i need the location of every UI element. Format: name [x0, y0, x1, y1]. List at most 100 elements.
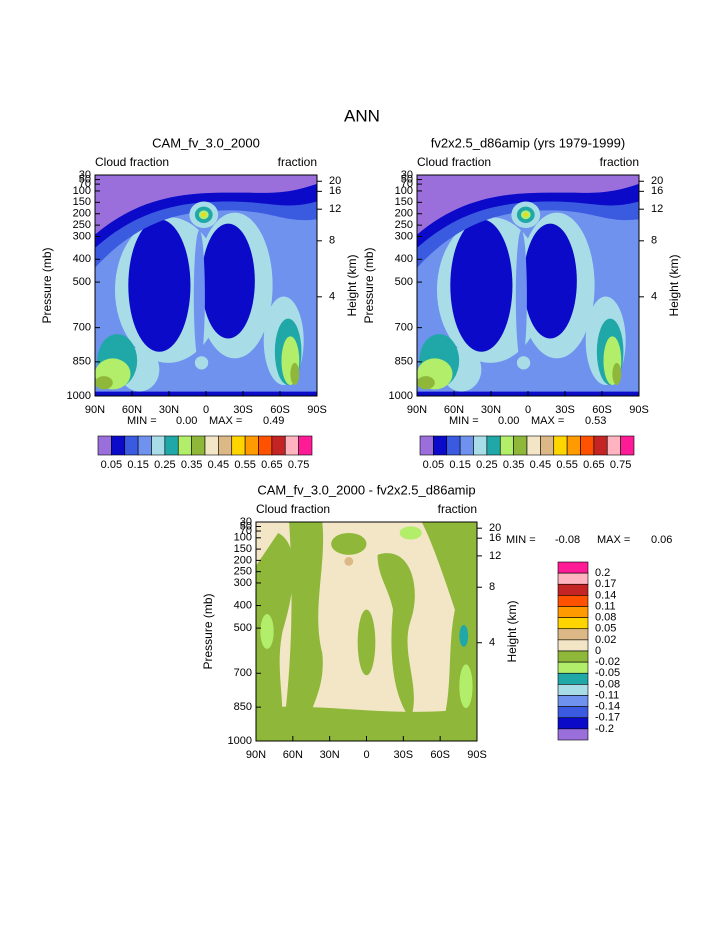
- colorbar-box: [271, 435, 286, 456]
- y2-tick-label: 12: [329, 203, 341, 215]
- y-axis-title: Pressure (mb): [362, 247, 376, 323]
- y-tick-label: 850: [395, 356, 413, 368]
- colorbar-box: [433, 435, 448, 456]
- contour-region: [260, 613, 274, 650]
- contour-region: [331, 532, 367, 555]
- colorbar-box: [513, 435, 528, 456]
- y-axis-title: Pressure (mb): [201, 593, 215, 669]
- y-tick-label: 50: [401, 173, 413, 185]
- right-label: fraction: [438, 502, 477, 516]
- contour-region: [256, 532, 294, 741]
- y-tick-label: 300: [234, 577, 252, 589]
- y2-tick-label: 8: [329, 235, 335, 247]
- figure-title: ANN: [344, 106, 380, 125]
- colorbar-label: 0.65: [261, 459, 282, 471]
- stat-min: 0.00: [498, 415, 519, 427]
- colorbar-box: [526, 435, 541, 456]
- colorbar-box: [151, 435, 166, 456]
- y2-tick-label: 4: [489, 637, 495, 649]
- colorbar-box: [446, 435, 461, 456]
- contour-region: [95, 175, 317, 235]
- colorbar-label: -0.14: [595, 701, 620, 713]
- contour-region: [202, 213, 206, 217]
- y-tick-label: 500: [73, 276, 91, 288]
- y-tick-label: 70: [240, 525, 252, 537]
- colorbar-box: [557, 717, 589, 730]
- colorbar-label: 0.55: [234, 459, 255, 471]
- colorbar-label: 0.45: [208, 459, 229, 471]
- y2-tick-label: 20: [489, 522, 501, 534]
- y-tick-label: 150: [395, 196, 413, 208]
- y-tick-label: 1000: [389, 390, 413, 402]
- right-label: fraction: [600, 155, 639, 169]
- y-tick-label: 500: [234, 622, 252, 634]
- colorbar-label: 0.2: [595, 567, 610, 579]
- contour-field: [256, 522, 477, 741]
- y2-tick-label: 4: [651, 291, 657, 303]
- contour-region: [95, 376, 113, 390]
- colorbar-box: [218, 435, 233, 456]
- colorbar-box: [284, 435, 299, 456]
- colorbar-label: 0.17: [595, 578, 616, 590]
- contour-region: [256, 706, 477, 741]
- colorbar-label: 0.25: [476, 459, 497, 471]
- colorbar-label: 0.11: [595, 600, 616, 612]
- y2-axis-title: Height (km): [667, 254, 681, 316]
- x-tick-label: 60S: [592, 404, 612, 416]
- x-tick-label: 30N: [159, 404, 179, 416]
- contour-region: [201, 223, 255, 339]
- contour-region: [459, 624, 469, 647]
- y2-tick-label: 16: [329, 185, 341, 197]
- colorbar-box: [566, 435, 581, 456]
- x-tick-label: 90N: [85, 404, 105, 416]
- colorbar-box: [419, 435, 434, 456]
- contour-region: [417, 376, 435, 390]
- y-tick-label: 150: [234, 543, 252, 555]
- colorbar-box: [499, 435, 514, 456]
- colorbar-label: 0.65: [583, 459, 604, 471]
- left-label: Cloud fraction: [95, 155, 169, 169]
- colorbar-box: [473, 435, 488, 456]
- panel-title: fv2x2.5_d86amip (yrs 1979-1999): [431, 135, 625, 150]
- colorbar-label: 0.05: [101, 459, 122, 471]
- contour-region: [524, 213, 528, 217]
- y-tick-label: 200: [73, 208, 91, 220]
- stat-min: 0.00: [176, 415, 197, 427]
- colorbar-label: 0.45: [530, 459, 551, 471]
- x-tick-label: 0: [203, 404, 209, 416]
- y-tick-label: 30: [401, 169, 413, 181]
- colorbar-box: [177, 435, 192, 456]
- colorbar-label: -0.11: [595, 689, 619, 701]
- y-tick-label: 50: [79, 173, 91, 185]
- colorbar-box: [124, 435, 139, 456]
- contour-region: [193, 230, 205, 363]
- contour-region: [399, 526, 422, 540]
- contour-region: [515, 230, 527, 363]
- y2-tick-label: 12: [489, 550, 501, 562]
- colorbar-box: [557, 572, 589, 585]
- right-label: fraction: [278, 155, 317, 169]
- panel-title: CAM_fv_3.0_2000 - fv2x2.5_d86amip: [257, 482, 475, 497]
- stat-min-text: MIN =: [506, 534, 536, 546]
- colorbar-label: -0.05: [595, 667, 620, 679]
- y-tick-label: 250: [395, 219, 413, 231]
- x-tick-label: 90N: [407, 404, 427, 416]
- colorbar-label: -0.2: [595, 723, 614, 735]
- colorbar-label: -0.08: [595, 678, 620, 690]
- stat-min-text: MIN =: [449, 415, 479, 427]
- x-tick-label: 60S: [270, 404, 290, 416]
- colorbar-box: [459, 435, 474, 456]
- x-tick-label: 90S: [467, 749, 487, 761]
- y2-axis-title: Height (km): [505, 600, 519, 662]
- y-tick-label: 700: [395, 322, 413, 334]
- colorbar-box: [557, 583, 589, 596]
- colorbar-box: [97, 435, 112, 456]
- x-tick-label: 0: [363, 749, 369, 761]
- colorbar-box: [593, 435, 608, 456]
- colorbar-box: [606, 435, 621, 456]
- y-tick-label: 50: [240, 520, 252, 532]
- x-tick-label: 30N: [481, 404, 501, 416]
- stat-min: -0.08: [555, 534, 580, 546]
- y-tick-label: 30: [240, 516, 252, 528]
- x-tick-label: 90N: [246, 749, 266, 761]
